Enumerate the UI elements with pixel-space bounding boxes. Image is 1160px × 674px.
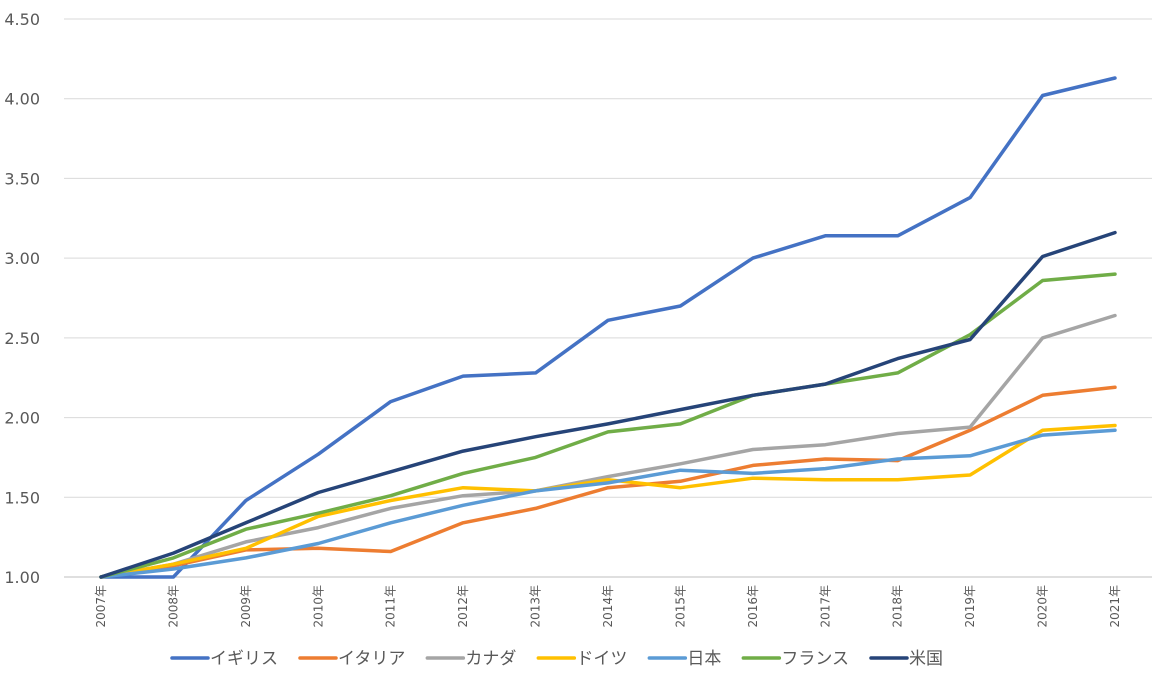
series-line-2	[99, 313, 1117, 579]
legend-item: 日本	[647, 649, 721, 669]
legend-item: イタリア	[298, 649, 405, 669]
x-tick-label: 2017年	[818, 585, 832, 628]
x-tick-label: 2007年	[94, 585, 108, 628]
y-tick-label: 1.00	[4, 568, 40, 587]
x-axis-ticks: 2007年 2008年 2009年 2010年 2011年 2012年 2013年 2014年…	[94, 585, 1122, 628]
series-line-4	[99, 428, 1117, 579]
x-tick-label: 2021年	[1108, 585, 1122, 628]
x-tick-label: 2014年	[601, 585, 615, 628]
x-tick-label: 2013年	[529, 585, 543, 628]
x-tick-label: 2019年	[963, 585, 977, 628]
gridlines	[64, 18, 1152, 578]
legend-item: 米国	[869, 649, 943, 669]
x-tick-label: 2010年	[311, 585, 325, 628]
y-tick-label: 2.50	[4, 329, 40, 348]
legend-label: ドイツ	[576, 649, 627, 669]
y-tick-label: 1.50	[4, 488, 40, 507]
series-line-0	[99, 76, 1117, 579]
x-tick-label: 2020年	[1036, 585, 1050, 628]
legend-label: イタリア	[338, 649, 405, 669]
x-tick-label: 2012年	[456, 585, 470, 628]
y-tick-label: 2.00	[4, 409, 40, 428]
legend-label: 米国	[909, 649, 943, 669]
x-tick-label: 2009年	[239, 585, 253, 628]
legend-item: イギリス	[170, 649, 278, 669]
x-tick-label: 2016年	[746, 585, 760, 628]
y-tick-label: 3.00	[4, 249, 40, 268]
series-line-1	[99, 385, 1117, 579]
y-tick-label: 4.00	[4, 90, 40, 109]
legend: イギリス イタリア カナダ ドイツ 日本 フランス 米国	[170, 649, 943, 669]
x-tick-label: 2018年	[891, 585, 905, 628]
legend-label: 日本	[687, 649, 721, 669]
legend-label: カナダ	[465, 649, 516, 669]
x-tick-label: 2008年	[166, 585, 180, 628]
x-tick-label: 2015年	[673, 585, 687, 628]
y-tick-label: 4.50	[4, 10, 40, 29]
series-line-3	[99, 423, 1117, 579]
y-tick-label: 3.50	[4, 169, 40, 188]
legend-item: ドイツ	[536, 649, 627, 669]
legend-item: フランス	[741, 649, 849, 669]
x-tick-label: 2011年	[384, 585, 398, 628]
series-line-6	[99, 230, 1117, 579]
legend-label: フランス	[781, 649, 849, 669]
legend-label: イギリス	[210, 649, 278, 669]
y-axis-ticks: 1.00 1.50 2.00 2.50 3.00 3.50 4.00 4.50	[4, 10, 40, 587]
series-lines	[99, 76, 1117, 579]
legend-item: カナダ	[425, 649, 516, 669]
